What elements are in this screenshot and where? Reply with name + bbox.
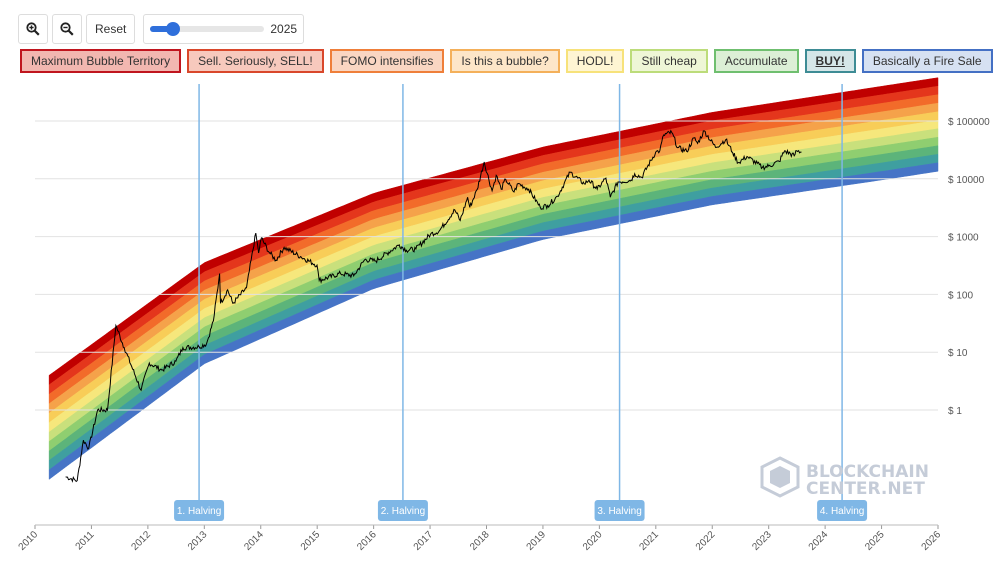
x-tick-label: 2016 (355, 529, 379, 553)
zoom-out-icon (60, 22, 74, 36)
x-tick-label: 2024 (807, 529, 831, 553)
y-tick-label: $ 100 (948, 290, 973, 301)
rainbow-band-10 (48, 162, 939, 480)
x-tick-label: 2019 (525, 529, 549, 553)
halving-badge-bg (594, 500, 645, 521)
legend-button-2[interactable]: FOMO intensifies (329, 49, 445, 73)
y-tick-label: $ 10000 (948, 175, 985, 186)
rainbow-bands (48, 77, 939, 480)
halving-badge-bg (817, 500, 868, 521)
zoom-in-button[interactable] (18, 14, 48, 44)
x-tick-label: 2023 (750, 529, 774, 553)
legend-button-3[interactable]: Is this a bubble? (450, 49, 560, 73)
legend-button-8[interactable]: Basically a Fire Sale (861, 49, 993, 73)
legend-button-5[interactable]: Still cheap (630, 49, 708, 73)
halving-badge-2: 2. Halving (377, 500, 428, 521)
reset-button[interactable]: Reset (86, 14, 136, 44)
y-tick-label: $ 100000 (948, 117, 990, 128)
halving-badges: 1. Halving 2. Halving 3. Halving 4. Halving (174, 500, 868, 521)
watermark-logo: BLOCKCHAIN CENTER.NET (760, 456, 929, 499)
x-tick-label: 2015 (299, 529, 323, 553)
x-axis-tick-labels: 2010 2011 2012 2013 2014 2015 2016 2017 2018 2019… (17, 524, 944, 553)
year-slider-fill (150, 26, 174, 32)
y-tick-label: $ 1 (948, 406, 962, 417)
year-slider-track[interactable] (150, 22, 265, 36)
year-slider-handle[interactable] (166, 22, 181, 36)
x-tick-label: 2022 (694, 529, 718, 553)
legend-button-7[interactable]: BUY! (804, 49, 856, 73)
watermark-line1: BLOCKCHAIN (806, 462, 929, 482)
y-tick-label: $ 1000 (948, 233, 979, 244)
x-tick-label: 2017 (412, 529, 436, 553)
halving-badge-1: 1. Halving (174, 500, 225, 521)
y-tick-label: $ 10 (948, 348, 968, 359)
watermark-line2: CENTER.NET (806, 479, 925, 499)
y-axis-tick-labels: $ 1 $ 10 $ 100 $ 1000 $ 10000 $ 100000 (948, 117, 990, 417)
x-tick-label: 2011 (74, 529, 97, 552)
x-tick-label: 2010 (17, 529, 41, 553)
zoom-in-icon (26, 22, 40, 36)
price-series-line (65, 129, 802, 483)
blockchain-cube-icon (760, 456, 800, 498)
halving-badge-4: 4. Halving (817, 500, 868, 521)
zoom-out-button[interactable] (52, 14, 82, 44)
halving-label: 1. Halving (177, 506, 221, 517)
halving-label: 3. Halving (597, 506, 641, 517)
x-tick-label: 2014 (242, 529, 266, 553)
legend-button-0[interactable]: Maximum Bubble Territory (20, 49, 182, 73)
x-tick-label: 2013 (186, 529, 210, 553)
x-tick-label: 2026 (920, 529, 944, 553)
halving-lines (198, 84, 843, 500)
legend-button-6[interactable]: Accumulate (713, 49, 799, 73)
halving-label: 4. Halving (820, 506, 864, 517)
x-tick-label: 2012 (129, 529, 153, 553)
chart-toolbar: Reset 2025 (18, 14, 305, 44)
year-slider: 2025 (143, 14, 305, 44)
halving-badge-3: 3. Halving (594, 500, 645, 521)
year-slider-value: 2025 (270, 22, 298, 36)
x-tick-label: 2021 (637, 529, 661, 553)
y-gridlines (35, 120, 938, 411)
band-legend: Maximum Bubble Territory Sell. Seriously,… (20, 49, 993, 73)
halving-badge-bg (377, 500, 428, 521)
x-tick-label: 2018 (468, 529, 492, 553)
x-tick-label: 2020 (581, 529, 605, 553)
halving-badge-bg (174, 500, 225, 521)
halving-label: 2. Halving (381, 506, 425, 517)
legend-button-1[interactable]: Sell. Seriously, SELL! (187, 49, 324, 73)
legend-button-4[interactable]: HODL! (565, 49, 625, 73)
x-tick-label: 2025 (863, 529, 887, 553)
